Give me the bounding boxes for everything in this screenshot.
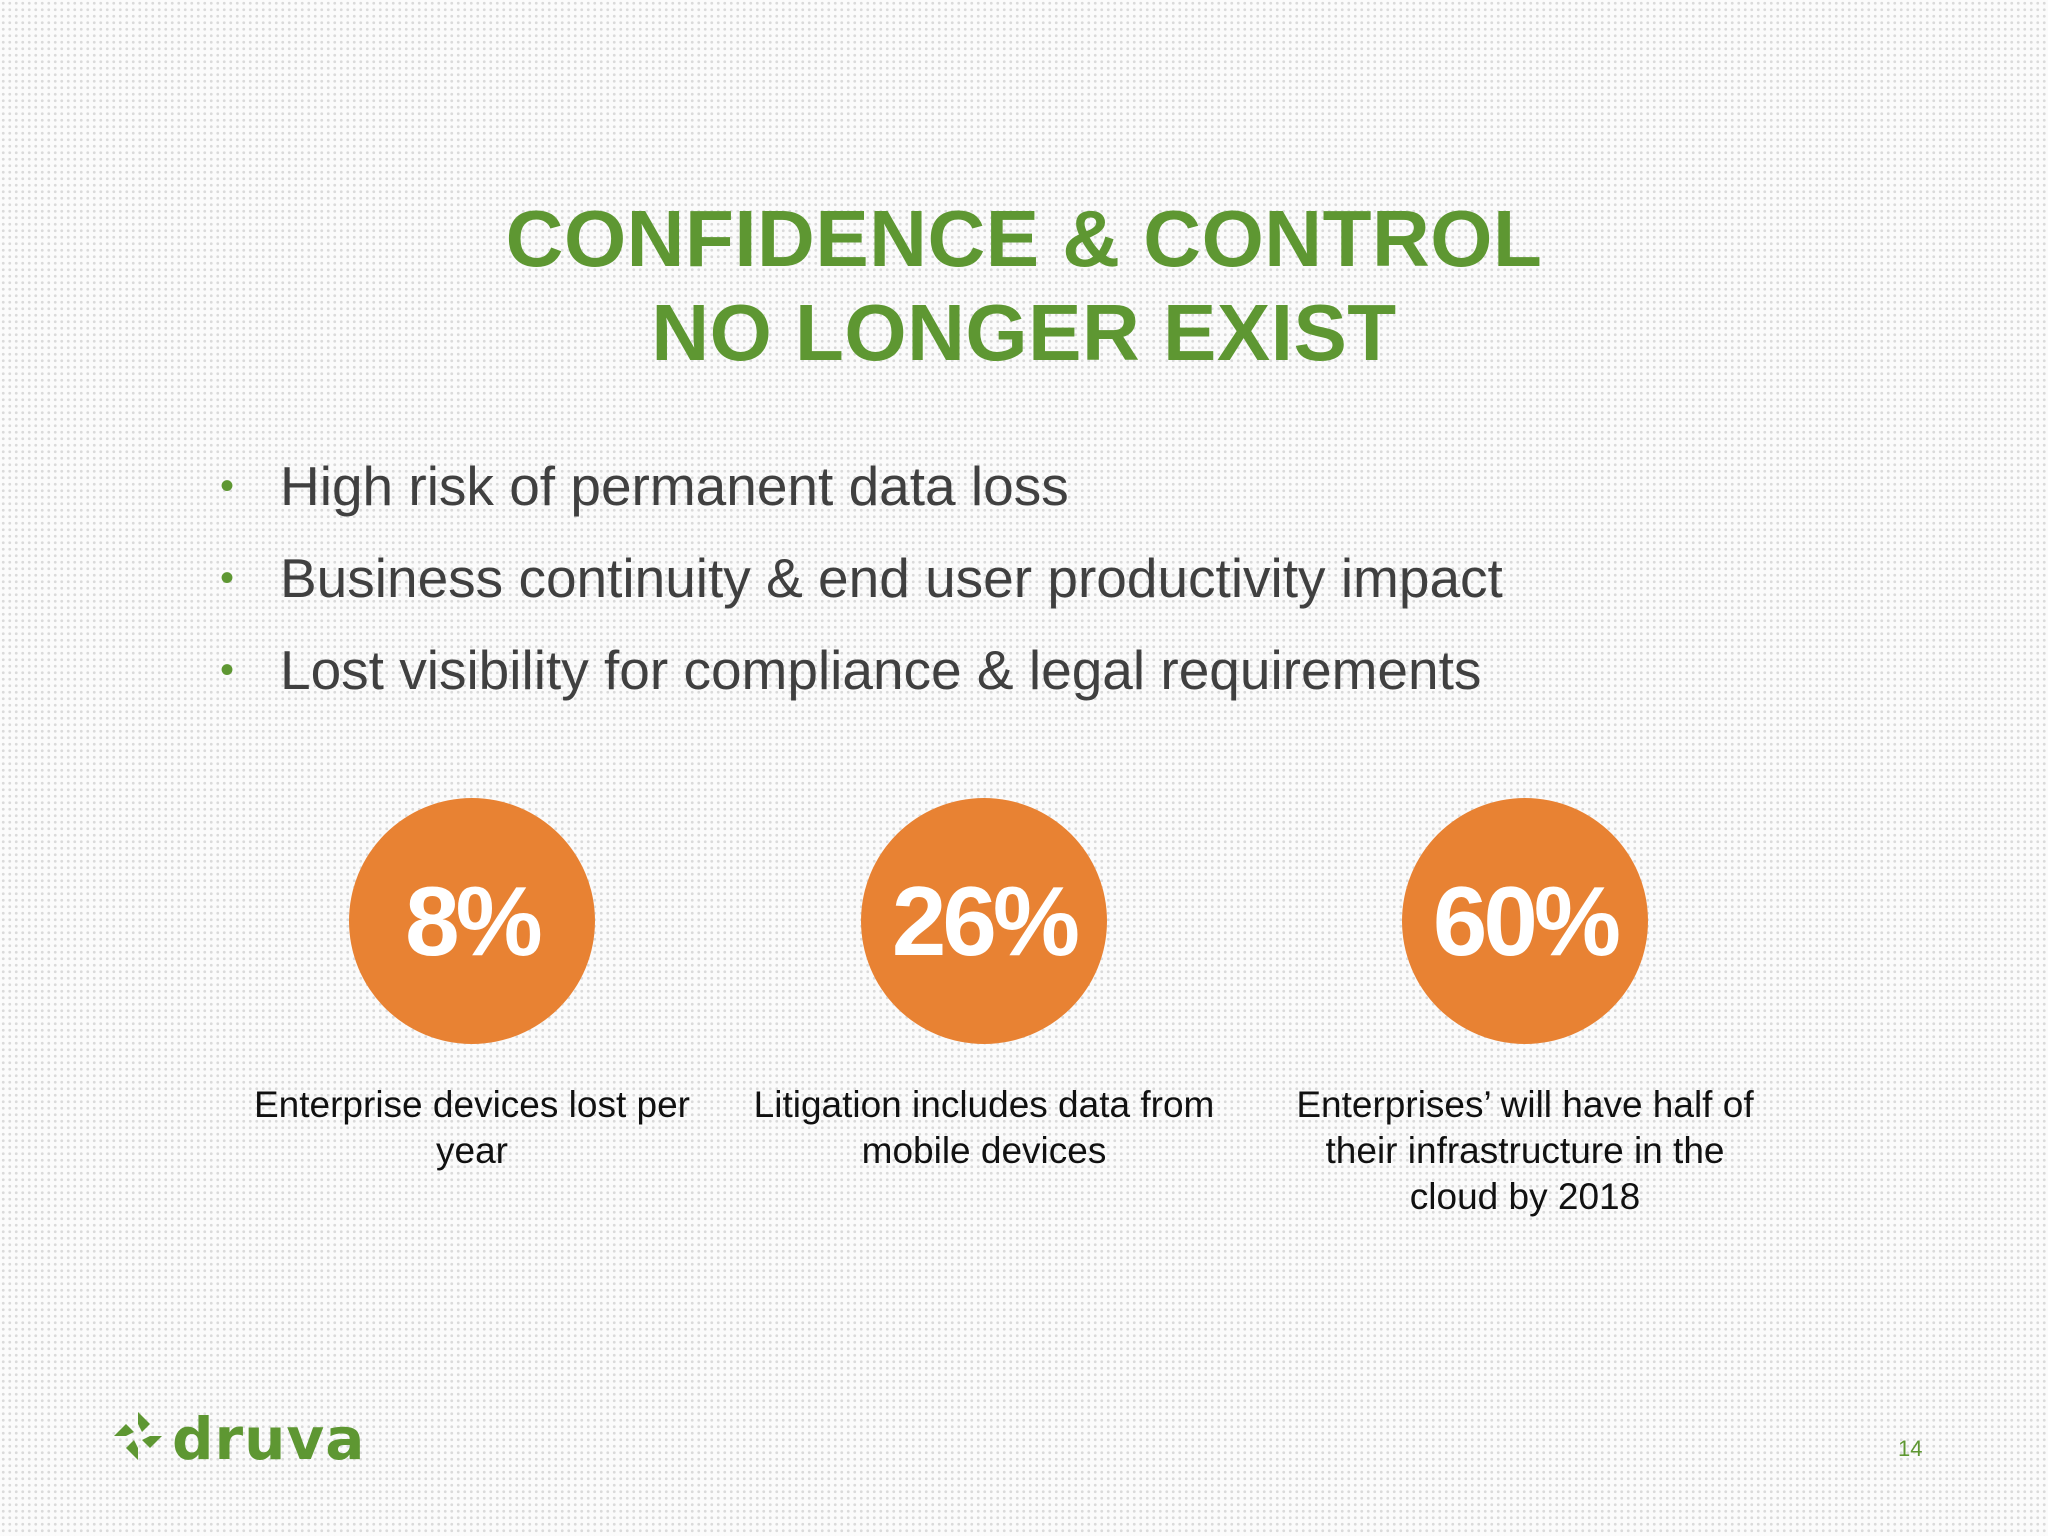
stat-card-cloud-infrastructure: 60% Enterprises’ will have half of their… <box>1265 798 1785 1220</box>
stat-circle: 26% <box>861 798 1107 1044</box>
bullet-item: • Business continuity & end user product… <box>212 538 1503 630</box>
bullet-icon: • <box>220 648 235 692</box>
bullet-list: • High risk of permanent data loss • Bus… <box>212 446 1503 722</box>
stat-value: 8% <box>405 865 543 976</box>
bullet-text: Lost visibility for compliance & legal r… <box>280 639 1482 701</box>
druva-logo: druva <box>110 1408 365 1469</box>
bullet-text: High risk of permanent data loss <box>280 455 1069 517</box>
bullet-icon: • <box>220 464 235 508</box>
druva-wordmark: druva <box>172 1404 366 1473</box>
stat-caption: Litigation includes data from mobile dev… <box>753 1084 1215 1171</box>
bullet-icon: • <box>220 556 235 600</box>
slide-title-line-1: CONFIDENCE & CONTROL <box>505 194 1543 283</box>
stat-circle: 60% <box>1402 798 1648 1044</box>
stat-value: 26% <box>891 865 1080 976</box>
page-number: 14 <box>1898 1436 1923 1461</box>
slide-title-line-2: NO LONGER EXIST <box>651 288 1397 377</box>
stat-card-devices-lost: 8% Enterprise devices lost per year <box>212 798 732 1174</box>
stat-circle: 8% <box>349 798 595 1044</box>
stat-card-litigation: 26% Litigation includes data from mobile… <box>724 798 1244 1174</box>
slide-title: CONFIDENCE & CONTROL NO LONGER EXIST <box>0 192 2048 380</box>
bullet-item: • Lost visibility for compliance & legal… <box>212 630 1503 722</box>
stat-value: 60% <box>1432 865 1621 976</box>
druva-pinwheel-icon <box>110 1408 166 1469</box>
bullet-text: Business continuity & end user productiv… <box>280 547 1503 609</box>
bullet-item: • High risk of permanent data loss <box>212 446 1503 538</box>
stat-caption: Enterprises’ will have half of their inf… <box>1296 1084 1754 1217</box>
stat-caption: Enterprise devices lost per year <box>254 1084 690 1171</box>
